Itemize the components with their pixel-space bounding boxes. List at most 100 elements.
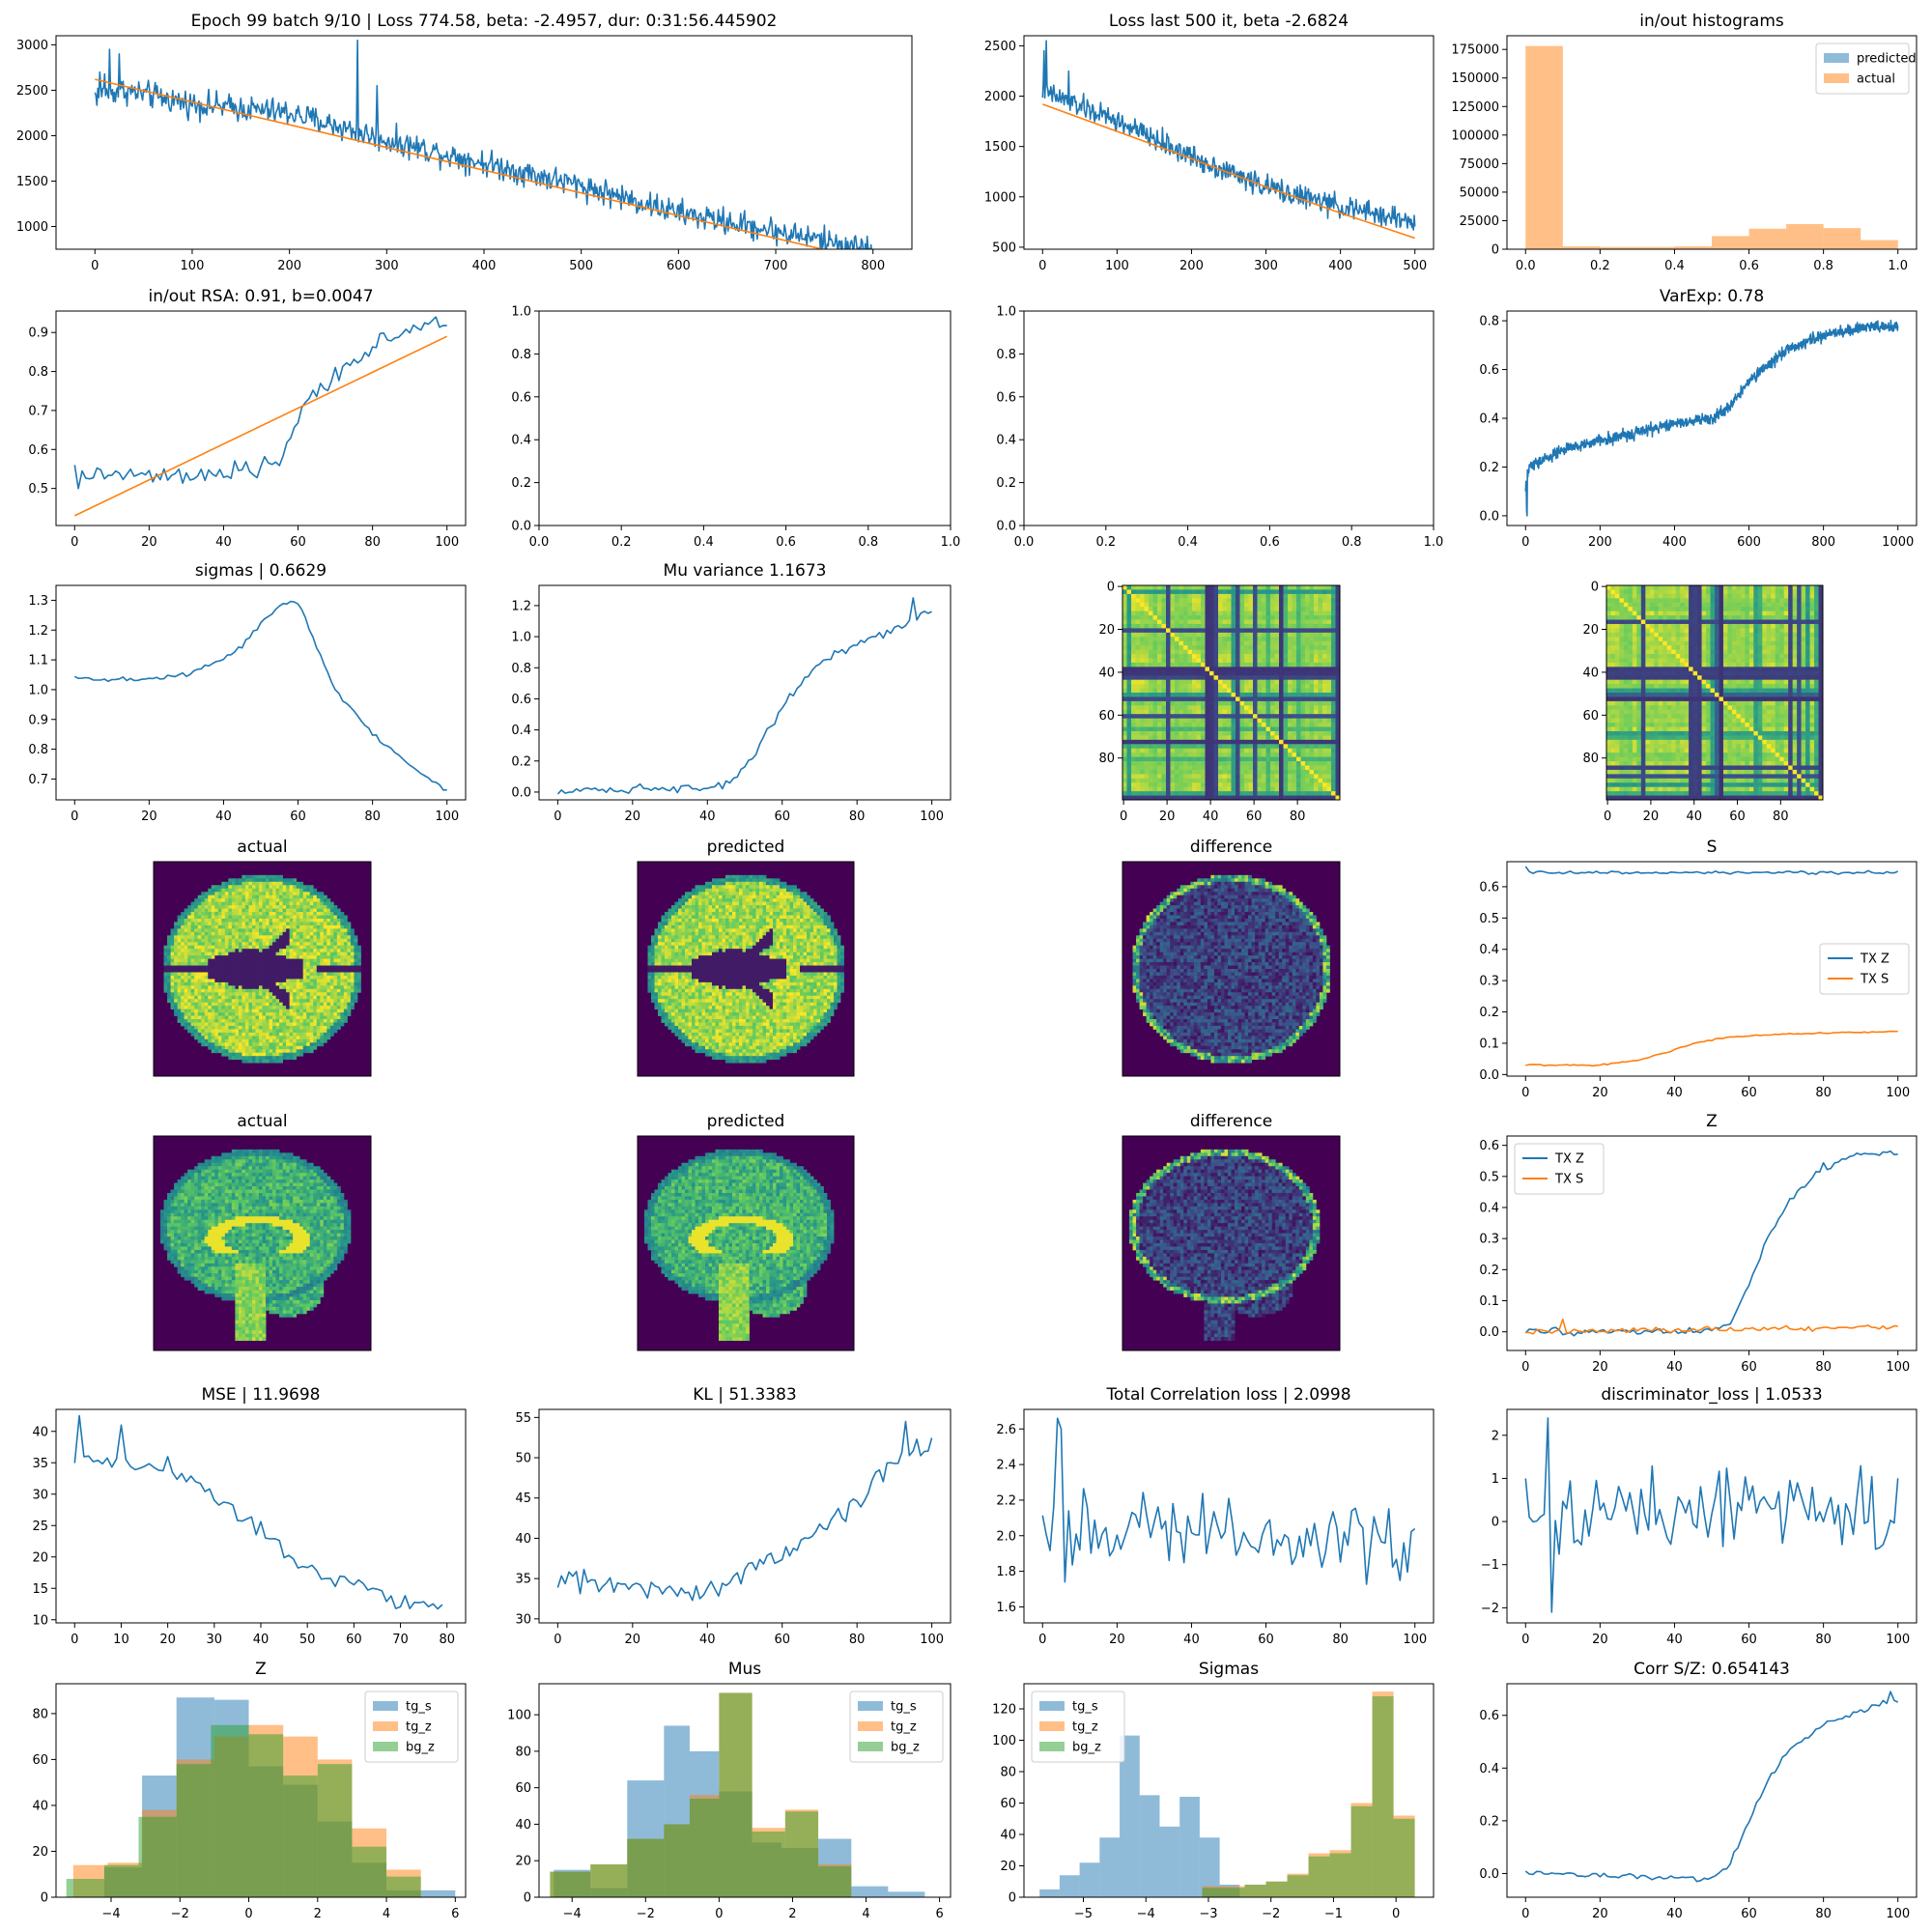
- heatmap-cell: [1666, 667, 1672, 672]
- heatmap-cell: [1227, 602, 1232, 608]
- heatmap-cell: [1248, 615, 1254, 620]
- heatmap-cell: [1152, 615, 1158, 620]
- heatmap-cell: [1753, 598, 1759, 604]
- heatmap-cell: [1326, 675, 1332, 681]
- y-tick-label: 50000: [1460, 185, 1499, 200]
- heatmap-cell: [1279, 688, 1284, 694]
- heatmap-cell: [1236, 761, 1240, 766]
- heatmap-cell: [1736, 709, 1742, 715]
- heatmap-cell: [1187, 679, 1193, 685]
- heatmap-cell: [1192, 607, 1197, 612]
- heatmap-cell: [1727, 615, 1733, 620]
- heatmap-cell: [1274, 748, 1280, 753]
- heatmap-cell: [1680, 658, 1686, 664]
- heatmap-cell: [1161, 607, 1167, 612]
- heatmap-cell: [1610, 723, 1616, 727]
- heatmap-cell: [1131, 637, 1136, 642]
- heatmap-cell: [1300, 670, 1306, 676]
- heatmap-cell: [1192, 778, 1197, 783]
- heatmap-cell: [1149, 705, 1153, 711]
- heatmap-cell: [1610, 705, 1616, 711]
- heatmap-cell: [1779, 718, 1785, 724]
- heatmap-cell: [1809, 658, 1815, 664]
- heatmap-cell: [1710, 693, 1716, 697]
- heatmap-cell: [1610, 658, 1616, 664]
- heatmap-cell: [1196, 670, 1202, 676]
- heatmap-cell: [1274, 718, 1280, 724]
- heatmap-cell: [1684, 769, 1690, 775]
- heatmap-cell: [1296, 679, 1301, 685]
- heatmap-cell: [1205, 589, 1210, 595]
- heatmap-cell: [1805, 739, 1810, 745]
- heatmap-cell: [1748, 632, 1754, 638]
- heatmap-cell: [1196, 645, 1202, 650]
- y-tick-label: 0.4: [511, 724, 531, 738]
- heatmap-cell: [1283, 640, 1289, 646]
- heatmap-cell: [1196, 632, 1202, 638]
- heatmap-cell: [1684, 714, 1690, 720]
- heatmap-cell: [1797, 637, 1802, 642]
- heatmap-cell: [1762, 623, 1768, 629]
- heatmap-cell: [1283, 786, 1289, 792]
- heatmap-cell: [1170, 589, 1176, 595]
- heatmap-cell: [1135, 649, 1141, 655]
- heatmap-cell: [1771, 688, 1776, 694]
- heatmap-cell: [1274, 774, 1280, 780]
- heatmap-cell: [1209, 585, 1214, 590]
- heatmap-cell: [1727, 640, 1733, 646]
- y-tick-label: 0.8: [511, 348, 531, 362]
- heatmap-cell: [1179, 688, 1184, 694]
- heatmap-cell: [1606, 700, 1611, 706]
- legend-swatch: [1824, 53, 1849, 63]
- heatmap-cell: [1748, 723, 1754, 727]
- heatmap-cell: [1753, 765, 1759, 771]
- heatmap-cell: [1144, 730, 1150, 736]
- heatmap-cell: [1766, 700, 1772, 706]
- heatmap-cell: [1183, 615, 1188, 620]
- heatmap-cell: [1196, 628, 1202, 634]
- heatmap-cell: [1818, 748, 1824, 753]
- heatmap-cell: [1753, 645, 1759, 650]
- heatmap-cell: [1283, 748, 1289, 753]
- heatmap-cell: [1331, 585, 1336, 590]
- heatmap-cell: [1175, 667, 1179, 672]
- heatmap-cell: [1227, 654, 1232, 659]
- heatmap-cell: [1675, 748, 1681, 753]
- heatmap-cell: [1161, 723, 1167, 727]
- heatmap-cell: [1222, 654, 1228, 659]
- heatmap-cell: [1736, 611, 1742, 616]
- heatmap-cell: [1684, 662, 1690, 668]
- y-tick-label: 0.2: [996, 476, 1016, 491]
- heatmap-cell: [1288, 769, 1293, 775]
- heatmap-cell: [1710, 619, 1716, 625]
- heatmap-cell: [1192, 670, 1197, 676]
- heatmap-cell: [1719, 640, 1724, 646]
- heatmap-cell: [1736, 696, 1742, 702]
- heatmap-cell: [1265, 589, 1271, 595]
- heatmap-cell: [1666, 748, 1672, 753]
- heatmap-cell: [1222, 726, 1228, 732]
- heatmap-cell: [1640, 637, 1646, 642]
- heatmap-cell: [1710, 649, 1716, 655]
- heatmap-cell: [1283, 726, 1289, 732]
- heatmap-cell: [1265, 623, 1271, 629]
- heatmap-cell: [1144, 761, 1150, 766]
- heatmap-cell: [1722, 662, 1728, 668]
- heatmap-cell: [1183, 645, 1188, 650]
- heatmap-cell: [1628, 730, 1634, 736]
- heatmap-cell: [1322, 602, 1327, 608]
- heatmap-cell: [1283, 709, 1289, 715]
- heatmap-cell: [1257, 769, 1263, 775]
- heatmap-cell: [1253, 632, 1258, 638]
- heatmap-cell: [1253, 619, 1258, 625]
- heatmap-cell: [1762, 658, 1768, 664]
- heatmap-cell: [1135, 662, 1141, 668]
- heatmap-cell: [1766, 658, 1772, 664]
- heatmap-cell: [1262, 607, 1266, 612]
- heatmap-cell: [1322, 654, 1327, 659]
- heatmap-cell: [1292, 709, 1297, 715]
- heatmap-cell: [1279, 730, 1284, 736]
- heatmap-cell: [1753, 753, 1759, 757]
- heatmap-cell: [1640, 628, 1646, 634]
- heatmap-cell: [1649, 739, 1655, 745]
